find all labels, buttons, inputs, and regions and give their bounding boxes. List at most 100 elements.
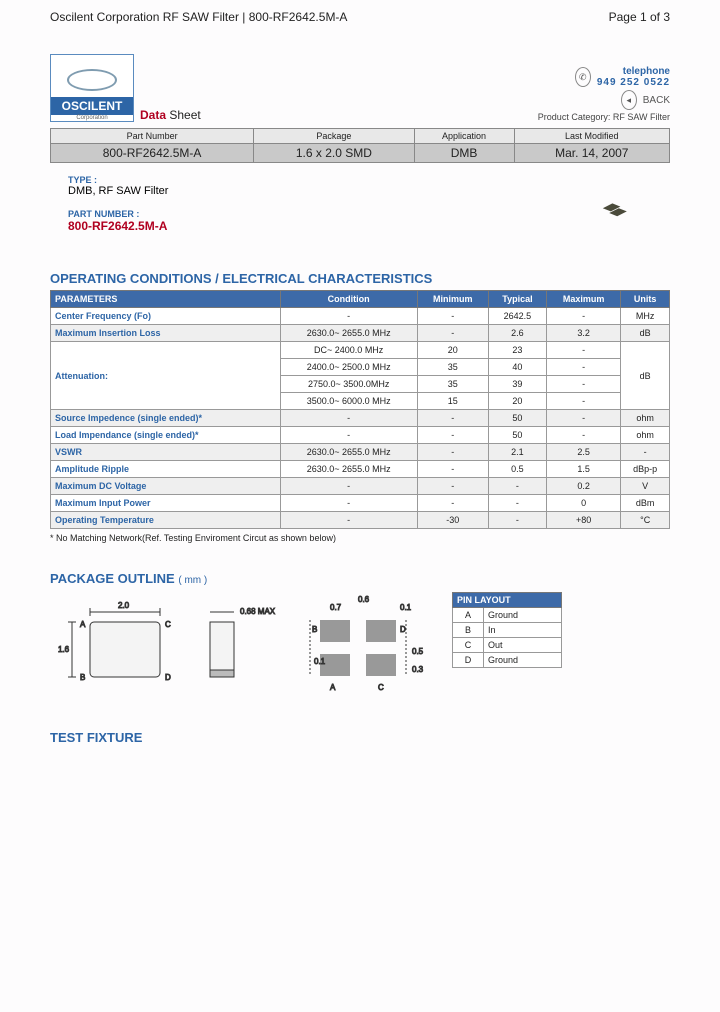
svg-text:A: A	[330, 683, 336, 692]
param-cell: 3500.0~ 6000.0 MHz	[280, 393, 417, 410]
pin-cell: C	[453, 638, 484, 653]
pin-cell: Ground	[483, 608, 561, 623]
param-cell: 2630.0~ 2655.0 MHz	[280, 461, 417, 478]
param-cell: -	[417, 308, 488, 325]
param-unit: -	[621, 444, 670, 461]
param-cell: 39	[488, 376, 546, 393]
param-cell: 50	[488, 427, 546, 444]
svg-text:C: C	[165, 620, 171, 629]
type-value: DMB, RF SAW Filter	[68, 185, 670, 197]
svg-text:0.1: 0.1	[400, 603, 412, 612]
table-row: Amplitude Ripple2630.0~ 2655.0 MHz-0.51.…	[51, 461, 670, 478]
pin-cell: A	[453, 608, 484, 623]
table-row: DGround	[453, 653, 562, 668]
param-cell: -	[280, 427, 417, 444]
param-cell: 35	[417, 359, 488, 376]
param-cell: 50	[488, 410, 546, 427]
param-cell: 23	[488, 342, 546, 359]
table-row: Maximum Input Power---0dBm	[51, 495, 670, 512]
chip-icon	[598, 197, 630, 224]
table-row: Source Impedence (single ended)*--50-ohm	[51, 410, 670, 427]
back-icon[interactable]: ◂	[621, 90, 637, 110]
param-cell: 2630.0~ 2655.0 MHz	[280, 325, 417, 342]
summary-value: DMB	[414, 144, 514, 163]
param-cell: -	[417, 478, 488, 495]
doc-title: Oscilent Corporation RF SAW Filter | 800…	[50, 10, 347, 24]
param-cell: -	[488, 478, 546, 495]
pin-cell: B	[453, 623, 484, 638]
svg-text:0.7: 0.7	[330, 603, 342, 612]
page-num: Page 1 of 3	[609, 10, 670, 24]
param-cell: -	[546, 342, 620, 359]
params-header: Units	[621, 291, 670, 308]
param-name: Maximum DC Voltage	[51, 478, 281, 495]
params-header: PARAMETERS	[51, 291, 281, 308]
param-cell: -	[280, 512, 417, 529]
summary-value: 1.6 x 2.0 SMD	[254, 144, 414, 163]
param-unit: MHz	[621, 308, 670, 325]
param-cell: -30	[417, 512, 488, 529]
table-row: AGround	[453, 608, 562, 623]
param-cell: 40	[488, 359, 546, 376]
param-unit: ohm	[621, 410, 670, 427]
param-name: Load Impendance (single ended)*	[51, 427, 281, 444]
param-cell: -	[417, 427, 488, 444]
param-cell: -	[417, 495, 488, 512]
summary-header: Application	[414, 129, 514, 144]
param-cell: -	[280, 410, 417, 427]
package-diagram: AC BD 2.0 1.6 0.68 MAX	[50, 592, 440, 702]
params-header: Typical	[488, 291, 546, 308]
summary-header: Package	[254, 129, 414, 144]
param-unit: dB	[621, 342, 670, 410]
svg-text:B: B	[80, 673, 85, 682]
phone-icon: ✆	[575, 67, 591, 87]
datasheet-label-red: Data	[140, 108, 166, 122]
table-row: Attenuation:DC~ 2400.0 MHz2023-dB	[51, 342, 670, 359]
pin-layout-table: PIN LAYOUT AGroundBInCOutDGround	[452, 592, 562, 668]
svg-text:0.68 MAX: 0.68 MAX	[240, 607, 276, 616]
svg-text:1.6: 1.6	[58, 645, 70, 654]
param-cell: 35	[417, 376, 488, 393]
param-cell: -	[417, 325, 488, 342]
summary-table: Part Number Package Application Last Mod…	[50, 128, 670, 163]
table-row: VSWR2630.0~ 2655.0 MHz-2.12.5-	[51, 444, 670, 461]
param-cell: 15	[417, 393, 488, 410]
table-row: COut	[453, 638, 562, 653]
pin-cell: Out	[483, 638, 561, 653]
param-cell: -	[546, 376, 620, 393]
param-cell: DC~ 2400.0 MHz	[280, 342, 417, 359]
param-name: Amplitude Ripple	[51, 461, 281, 478]
svg-text:B: B	[312, 625, 317, 634]
param-name: Center Frequency (Fo)	[51, 308, 281, 325]
param-cell: -	[280, 478, 417, 495]
table-row: Load Impendance (single ended)*--50-ohm	[51, 427, 670, 444]
param-cell: +80	[546, 512, 620, 529]
param-unit: V	[621, 478, 670, 495]
logo-brand: OSCILENT	[51, 97, 133, 115]
param-name: VSWR	[51, 444, 281, 461]
section-test: TEST FIXTURE	[50, 730, 670, 745]
param-cell: 0.5	[488, 461, 546, 478]
param-cell: 2.5	[546, 444, 620, 461]
pin-cell: D	[453, 653, 484, 668]
param-cell: 0.2	[546, 478, 620, 495]
param-cell: 2642.5	[488, 308, 546, 325]
svg-text:D: D	[165, 673, 171, 682]
back-link[interactable]: BACK	[643, 95, 670, 106]
param-name: Source Impedence (single ended)*	[51, 410, 281, 427]
param-unit: dBm	[621, 495, 670, 512]
svg-text:0.5: 0.5	[412, 647, 424, 656]
svg-text:A: A	[80, 620, 86, 629]
param-cell: 2400.0~ 2500.0 MHz	[280, 359, 417, 376]
param-cell: 1.5	[546, 461, 620, 478]
param-cell: -	[546, 393, 620, 410]
param-cell: -	[417, 461, 488, 478]
table-row: Center Frequency (Fo)--2642.5-MHz	[51, 308, 670, 325]
param-cell: 2750.0~ 3500.0MHz	[280, 376, 417, 393]
param-name: Maximum Input Power	[51, 495, 281, 512]
param-unit: °C	[621, 512, 670, 529]
param-cell: -	[546, 359, 620, 376]
section-pkg: PACKAGE OUTLINE ( mm )	[50, 571, 670, 586]
param-cell: -	[546, 410, 620, 427]
pin-header: PIN LAYOUT	[453, 593, 562, 608]
